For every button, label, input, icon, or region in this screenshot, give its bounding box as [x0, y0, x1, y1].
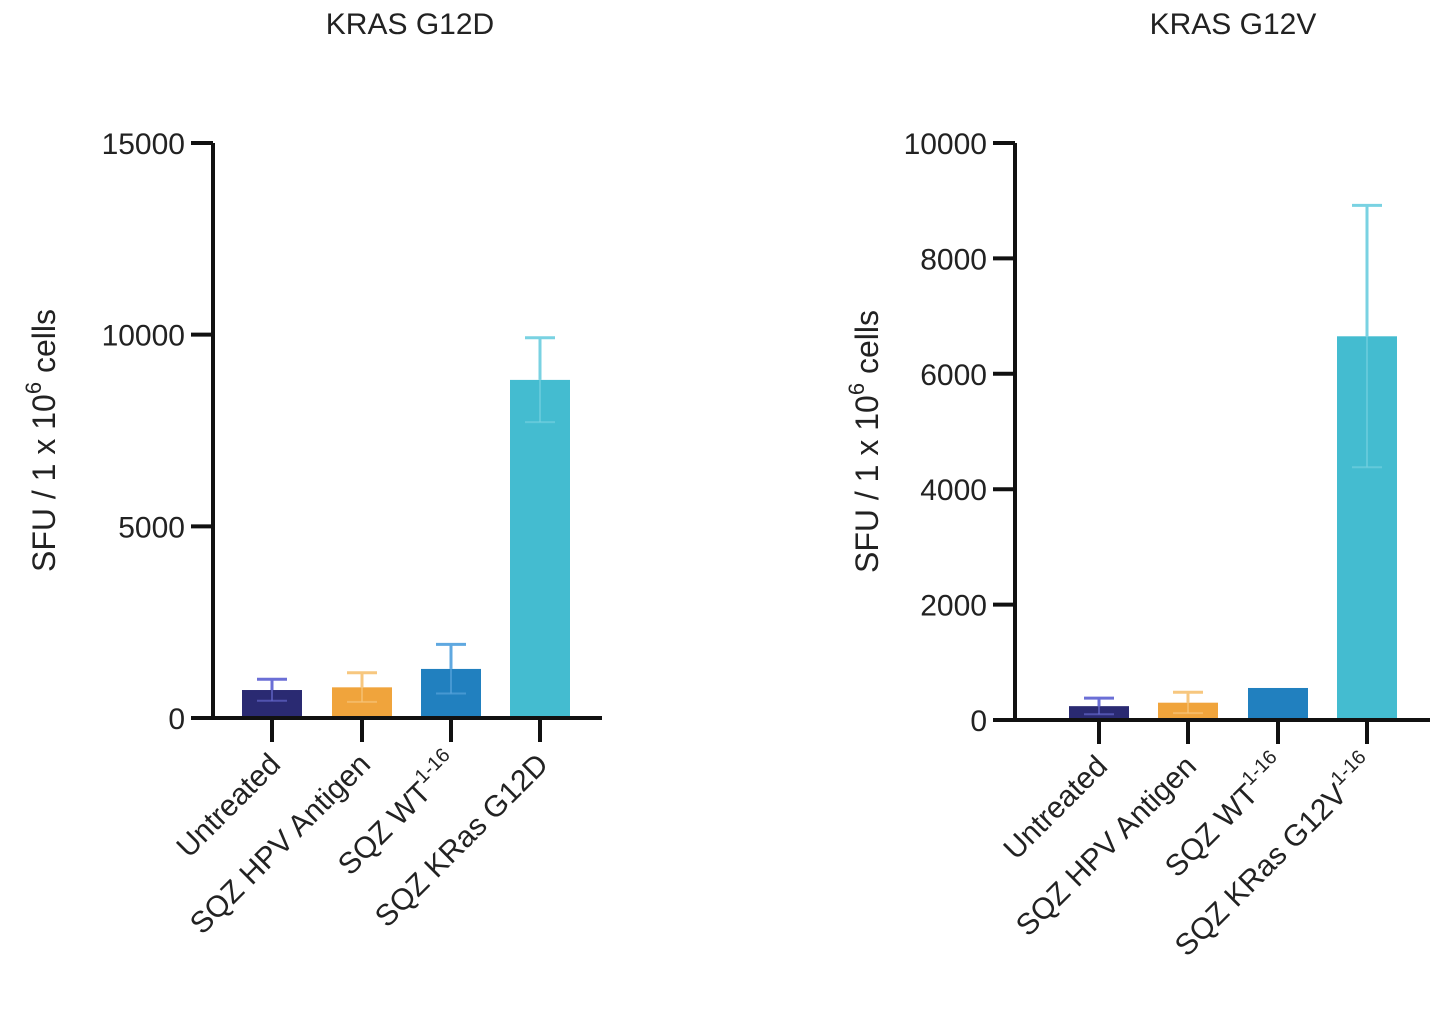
y-tick-label: 2000 [920, 590, 987, 623]
y-tick-label: 10000 [904, 128, 987, 161]
y-label-text: cells [849, 310, 885, 383]
y-tick-label: 4000 [920, 474, 987, 507]
chart-title: KRAS G12D [326, 8, 494, 41]
y-axis-label: SFU / 1 x 106 cells [844, 310, 885, 573]
y-tick-label: 6000 [920, 359, 987, 392]
y-label-text: SFU / 1 x 10 [849, 395, 885, 573]
y-label-superscript: 6 [844, 383, 869, 395]
y-tick-label: 0 [970, 705, 987, 738]
y-tick-label: 0 [168, 703, 185, 736]
y-tick-label: 8000 [920, 243, 987, 276]
bar [1248, 687, 1308, 720]
y-label-superscript: 6 [21, 382, 46, 394]
bar [510, 379, 570, 718]
y-tick-label: 5000 [118, 511, 185, 544]
y-tick-label: 15000 [102, 128, 185, 161]
y-label-text: SFU / 1 x 10 [26, 394, 62, 572]
y-tick-label: 10000 [102, 320, 185, 353]
chart-title: KRAS G12V [1150, 8, 1317, 41]
x-label-text: SQZ KRas G12D [369, 748, 555, 934]
y-label-text: cells [26, 309, 62, 382]
x-label-text: SQZ KRas G12V [1169, 778, 1354, 963]
x-tick-label: SQZ KRas G12D [369, 748, 555, 934]
y-axis-label: SFU / 1 x 106 cells [21, 309, 62, 572]
